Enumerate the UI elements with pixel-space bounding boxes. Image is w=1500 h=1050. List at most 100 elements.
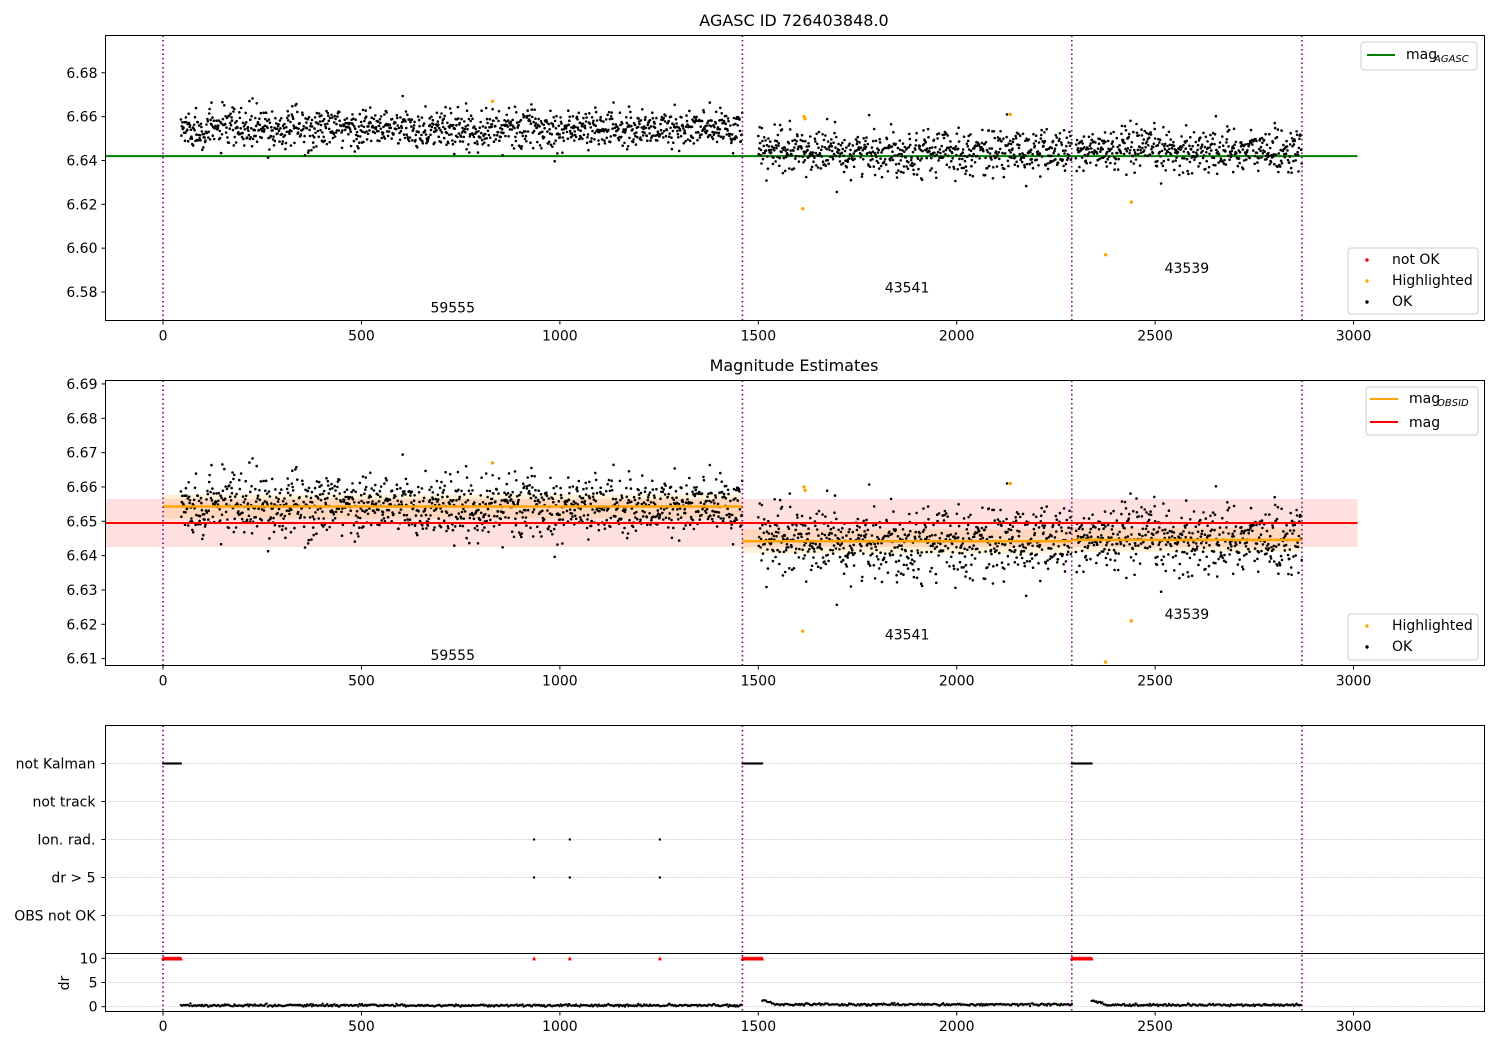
data-point-ok (380, 136, 384, 140)
data-point-ok (737, 487, 741, 491)
data-point-ok (1131, 154, 1135, 158)
data-point-ok (565, 509, 569, 513)
data-point-ok (327, 127, 331, 131)
data-point-ok (1261, 543, 1265, 546)
data-point-ok (695, 119, 699, 123)
data-point-ok (506, 119, 510, 122)
data-point-ok (951, 157, 954, 160)
data-point-ok (903, 533, 907, 536)
data-point-ok (1143, 129, 1146, 133)
data-point-ok (473, 125, 476, 128)
data-point-ok (695, 486, 698, 489)
data-point-ok (1033, 531, 1037, 535)
data-point-ok (691, 136, 695, 140)
data-point-ok (524, 516, 528, 519)
data-point-ok (651, 134, 655, 137)
data-point-ok (183, 523, 187, 527)
data-point-ok (1096, 147, 1100, 150)
data-point-ok (331, 487, 334, 490)
data-point-ok (568, 486, 571, 489)
legend-label: Highlighted (1392, 273, 1473, 289)
data-point-ok (837, 148, 841, 152)
data-point-ok (404, 110, 408, 113)
data-point-ok (1085, 161, 1088, 165)
data-point-ok (511, 490, 514, 494)
data-point-ok (663, 120, 667, 123)
data-point-ok (1017, 146, 1021, 150)
data-point-ok (438, 115, 442, 119)
data-point-ok (1199, 136, 1202, 139)
data-point-ok (1211, 137, 1214, 140)
data-point-ok (841, 147, 844, 151)
data-point-ok (757, 535, 761, 539)
data-point-ok (228, 484, 231, 487)
data-point-ok (887, 146, 890, 150)
data-point-ok (299, 513, 303, 517)
data-point-ok (458, 495, 462, 499)
data-point-ok (270, 125, 273, 129)
data-point-ok (698, 490, 701, 494)
data-point-ok (1285, 524, 1288, 527)
data-point-ok (1095, 163, 1098, 167)
data-point-ok (188, 499, 192, 502)
data-point-ok (363, 492, 366, 496)
data-point-ok (935, 545, 938, 549)
data-point-ok (1182, 150, 1186, 153)
data-point-ok (830, 532, 834, 535)
data-point-ok (874, 153, 877, 157)
data-point-ok (1153, 127, 1156, 131)
data-point-ok (1153, 121, 1156, 125)
data-point-ok (981, 536, 985, 540)
data-point-ok (1065, 518, 1069, 522)
data-point-ok (200, 508, 204, 512)
data-point-ok (1180, 135, 1183, 138)
data-point-ok (277, 129, 281, 132)
data-point-ok (1155, 563, 1159, 567)
data-point-ok (937, 132, 941, 135)
data-point-ok (479, 511, 483, 515)
data-point-ok (1227, 128, 1231, 132)
data-point-ok (1091, 513, 1094, 516)
data-point-ok (356, 134, 360, 138)
data-point-ok (607, 128, 610, 132)
data-point-ok (890, 156, 893, 159)
data-point-ok (359, 120, 363, 124)
data-point-ok (942, 150, 945, 153)
data-point-ok (1074, 550, 1078, 554)
legend-mag: mag OBSID mag (1365, 386, 1479, 436)
data-point-ok (702, 478, 706, 482)
data-point-ok (187, 495, 191, 499)
data-point-ok (193, 128, 196, 132)
data-point-ok (215, 492, 218, 495)
data-point-ok (456, 517, 459, 521)
data-point-ok (400, 500, 403, 504)
data-point-ok (945, 512, 948, 515)
data-point-ok (585, 141, 589, 145)
data-point-ok (1099, 150, 1102, 153)
data-point-ok (1127, 517, 1130, 520)
data-point-ok (1265, 552, 1268, 555)
x-tick-label: 0 (159, 674, 168, 690)
data-point-ok (1016, 563, 1020, 566)
data-point-ok (268, 121, 272, 124)
data-point-ok (203, 518, 206, 521)
data-point-ok (814, 151, 818, 155)
obsid-label: 59555 (430, 300, 475, 316)
data-point-ok (499, 517, 503, 521)
data-point-ok (594, 478, 598, 482)
data-point-ok (1037, 164, 1040, 167)
data-point-ok (757, 147, 761, 150)
data-point-ok (964, 172, 967, 176)
data-point-ok (837, 528, 840, 532)
data-point-ok (432, 123, 435, 126)
data-point-ok (1083, 146, 1086, 149)
data-point-ok (577, 111, 581, 115)
data-point-ok (1200, 143, 1204, 146)
data-point-ok (1291, 532, 1294, 535)
data-point-ok (1146, 154, 1149, 158)
data-point-ok (825, 147, 828, 151)
data-point-ok (865, 136, 868, 139)
data-point-ok (904, 549, 907, 553)
data-point-ok (1292, 555, 1295, 558)
